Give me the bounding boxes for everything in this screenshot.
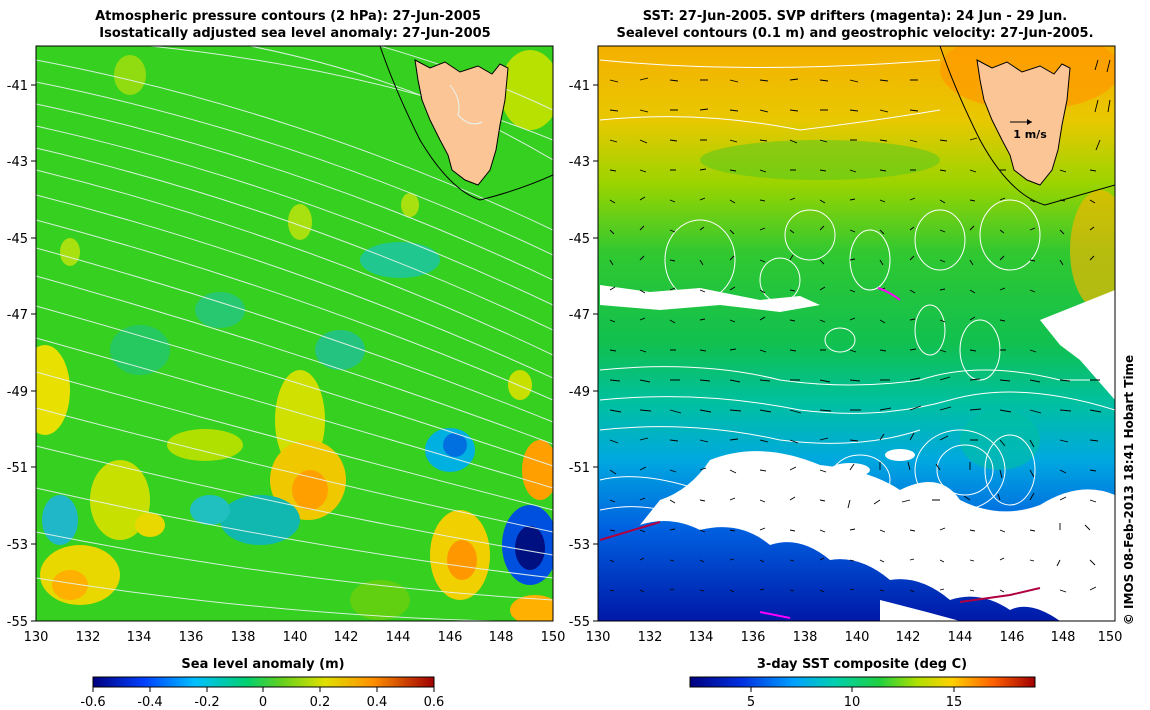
imos-credit: © IMOS 08-Feb-2013 18:41 Hobart Time: [1122, 355, 1136, 625]
left-title-line2: Isostatically adjusted sea level anomaly…: [99, 26, 490, 41]
left-y-axis: -41 -43 -45 -47 -49 -51 -53 -55: [7, 79, 36, 630]
land-pressure-contour: [449, 84, 483, 125]
sla-map: [36, 46, 553, 621]
left-x-tick: 144: [386, 630, 411, 645]
sla-colorbar-ramp: [92, 676, 435, 688]
right-x-tick: 130: [586, 630, 611, 645]
right-title-line2: Sealevel contours (0.1 m) and geostrophi…: [616, 26, 1093, 41]
right-x-tick: 146: [1000, 630, 1025, 645]
sla-anomaly-blobs: [36, 50, 553, 621]
right-y-tick: -49: [569, 385, 590, 400]
left-x-tick: 140: [283, 630, 308, 645]
left-map-frame: [35, 45, 554, 622]
left-x-tick: 134: [127, 630, 152, 645]
sst-colorbar-tick: 10: [844, 695, 861, 710]
sla-colorbar-tick: -0.6: [80, 695, 105, 710]
right-y-tick: -47: [569, 308, 590, 323]
sst-map: 1 m/s: [598, 46, 1115, 621]
bathymetry-contour: [939, 46, 1115, 206]
left-y-tick: -47: [7, 308, 28, 323]
left-x-tick: 142: [334, 630, 359, 645]
left-x-axis: 130 132 134 136 138 140 142 144 146 148 …: [24, 630, 566, 645]
right-map-frame: [597, 45, 1116, 622]
right-panel: SST: 27-Jun-2005. SVP drifters (magenta)…: [569, 9, 1123, 710]
left-y-tick: -55: [7, 615, 28, 630]
svp-drifter-tracks: [599, 287, 1041, 619]
bathymetry-contour: [379, 46, 553, 201]
left-x-tick: 148: [489, 630, 514, 645]
left-y-tick: -49: [7, 385, 28, 400]
left-y-tick: -41: [7, 79, 28, 94]
left-y-tick: -51: [7, 461, 28, 476]
right-y-tick: -55: [569, 615, 590, 630]
right-y-tick: -51: [569, 461, 590, 476]
right-y-tick: -41: [569, 79, 590, 94]
left-panel: Atmospheric pressure contours (2 hPa): 2…: [7, 9, 566, 710]
scale-label: 1 m/s: [1013, 128, 1047, 141]
right-y-tick: -53: [569, 538, 590, 553]
right-title-line1: SST: 27-Jun-2005. SVP drifters (magenta)…: [643, 9, 1068, 24]
sla-colorbar-tick: -0.4: [137, 695, 162, 710]
sst-colorbar-ramp: [689, 676, 1036, 688]
velocity-scale: 1 m/s: [1010, 119, 1047, 141]
left-y-tick: -53: [7, 538, 28, 553]
right-x-tick: 132: [638, 630, 663, 645]
right-x-tick: 144: [948, 630, 973, 645]
sla-colorbar-tick: 0.2: [310, 695, 331, 710]
sea-level-contours: [599, 59, 1115, 606]
tasmania-land: [414, 59, 509, 186]
sla-colorbar-tick: 0.6: [424, 695, 445, 710]
right-y-axis: -41 -43 -45 -47 -49 -51 -53 -55: [569, 79, 598, 630]
right-x-tick: 136: [741, 630, 766, 645]
right-x-tick: 134: [689, 630, 714, 645]
sla-colorbar-label: Sea level anomaly (m): [181, 657, 344, 672]
sst-colorbar: 3-day SST composite (deg C) 5 10 15: [689, 657, 1036, 710]
left-x-tick: 130: [24, 630, 49, 645]
left-x-tick: 136: [179, 630, 204, 645]
left-y-tick: -43: [7, 155, 28, 170]
right-x-tick: 148: [1051, 630, 1076, 645]
geostrophic-velocity-arrows: [609, 59, 1111, 593]
right-x-tick: 138: [793, 630, 818, 645]
sla-colorbar-tick: -0.2: [194, 695, 219, 710]
sla-colorbar-tick: 0.4: [367, 695, 388, 710]
right-x-tick: 150: [1098, 630, 1123, 645]
sst-colorbar-tick: 5: [747, 695, 755, 710]
right-x-axis: 130 132 134 136 138 140 142 144 146 148 …: [586, 630, 1123, 645]
right-y-tick: -45: [569, 232, 590, 247]
left-y-tick: -45: [7, 232, 28, 247]
sla-colorbar-tick: 0: [259, 695, 267, 710]
scale-arrowhead: [1027, 119, 1032, 125]
right-x-tick: 140: [845, 630, 870, 645]
left-x-tick: 138: [231, 630, 256, 645]
sst-colorbar-tick: 15: [946, 695, 963, 710]
left-title-line1: Atmospheric pressure contours (2 hPa): 2…: [95, 9, 481, 24]
left-x-tick: 150: [541, 630, 566, 645]
right-y-tick: -43: [569, 155, 590, 170]
left-x-tick: 132: [76, 630, 101, 645]
left-x-tick: 146: [438, 630, 463, 645]
right-x-tick: 142: [896, 630, 921, 645]
sst-colorbar-label: 3-day SST composite (deg C): [757, 657, 967, 672]
sla-colorbar: Sea level anomaly (m) -0.6 -0.4 -0.2 0 0…: [80, 657, 444, 710]
